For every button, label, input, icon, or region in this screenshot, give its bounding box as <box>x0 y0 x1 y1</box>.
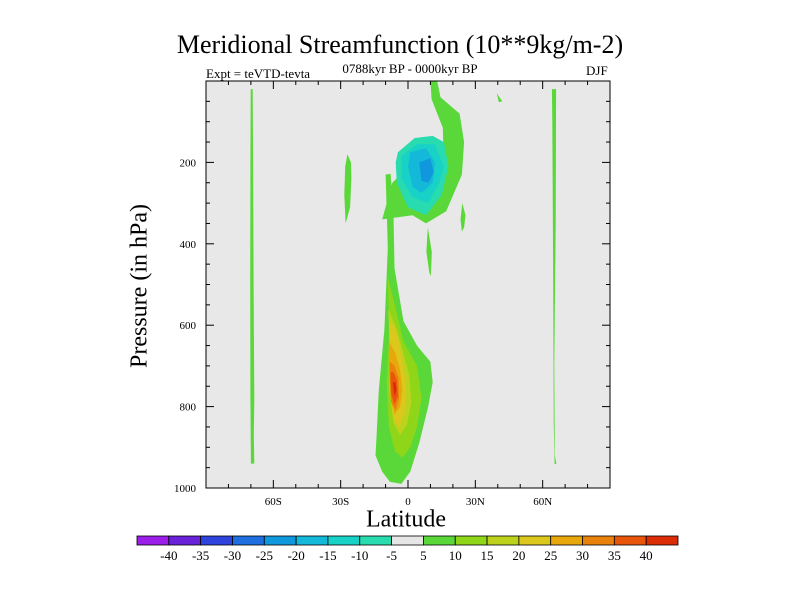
colorbar-label: 5 <box>420 548 427 563</box>
colorbar-label: 15 <box>481 548 494 563</box>
colorbar-swatch <box>486 535 520 546</box>
colorbar-swatch <box>550 535 583 546</box>
contour-region-5 <box>496 93 503 103</box>
colorbar-label: -15 <box>319 548 336 563</box>
colorbar-label: 35 <box>608 548 621 563</box>
contour-regions <box>250 81 557 484</box>
contour-region-40 <box>392 382 397 397</box>
contour-region--20 <box>419 158 434 183</box>
colorbar-swatch <box>295 535 329 546</box>
contour-region-5 <box>426 227 432 277</box>
colorbar-swatch <box>327 535 361 546</box>
chart-title: Meridional Streamfunction (10**9kg/m-2) <box>176 30 624 59</box>
colorbar-label: 10 <box>449 548 462 563</box>
x-tick-label: 60N <box>533 496 552 508</box>
colorbar-label: -5 <box>386 548 397 563</box>
contour-region-5 <box>250 89 255 464</box>
y-axis-ticks: 200 400 600 800 1000 <box>174 80 610 495</box>
x-tick-label: 60S <box>265 496 282 508</box>
colorbar-swatch <box>454 535 488 546</box>
colorbar-label: 40 <box>640 548 653 563</box>
experiment-label: Expt = teVTD-tevta <box>206 66 311 81</box>
y-tick-label: 600 <box>180 320 197 332</box>
x-axis-ticks: 60S 30S 0 30N 60N <box>205 81 611 508</box>
y-tick-label: 800 <box>180 402 197 414</box>
x-tick-label: 30N <box>466 496 485 508</box>
colorbar-swatch <box>645 535 679 546</box>
y-tick-label: 400 <box>180 239 197 251</box>
colorbar-label: -40 <box>160 548 177 563</box>
contour-region-5 <box>551 89 557 465</box>
y-tick-label: 1000 <box>174 483 197 495</box>
colorbar-swatch <box>200 535 233 546</box>
colorbar-swatch <box>168 535 202 546</box>
x-tick-label: 0 <box>405 496 411 508</box>
colorbar-swatch <box>232 535 265 546</box>
contour-region-5 <box>460 203 466 232</box>
colorbar-label: -10 <box>351 548 368 563</box>
y-tick-label: 200 <box>180 157 197 169</box>
colorbar-swatch <box>423 535 456 546</box>
contour-region-5 <box>344 154 352 224</box>
colorbar-swatch <box>518 535 552 546</box>
colorbar-label: 25 <box>544 548 557 563</box>
colorbar-label: -30 <box>224 548 241 563</box>
colorbar-swatch <box>359 535 392 546</box>
colorbar-label: -25 <box>256 548 273 563</box>
colorbar-swatch <box>613 535 647 546</box>
season-label: DJF <box>586 63 608 78</box>
x-tick-label: 30S <box>332 496 349 508</box>
colorbar-label: 20 <box>512 548 525 563</box>
colorbar-label: -20 <box>287 548 304 563</box>
period-label: 0788kyr BP - 0000kyr BP <box>342 61 478 76</box>
colorbar-swatch <box>582 535 615 546</box>
colorbar-label: -35 <box>192 548 209 563</box>
colorbar-swatch <box>263 535 297 546</box>
colorbar-label: 30 <box>576 548 589 563</box>
x-axis-label: Latitude <box>366 506 446 533</box>
colorbar: -40 -35 -30 -25 -20 -15 -10 -5 5 10 15 20 25 30 35 40 <box>136 535 679 563</box>
colorbar-swatch <box>391 535 424 546</box>
colorbar-swatch <box>136 535 170 546</box>
